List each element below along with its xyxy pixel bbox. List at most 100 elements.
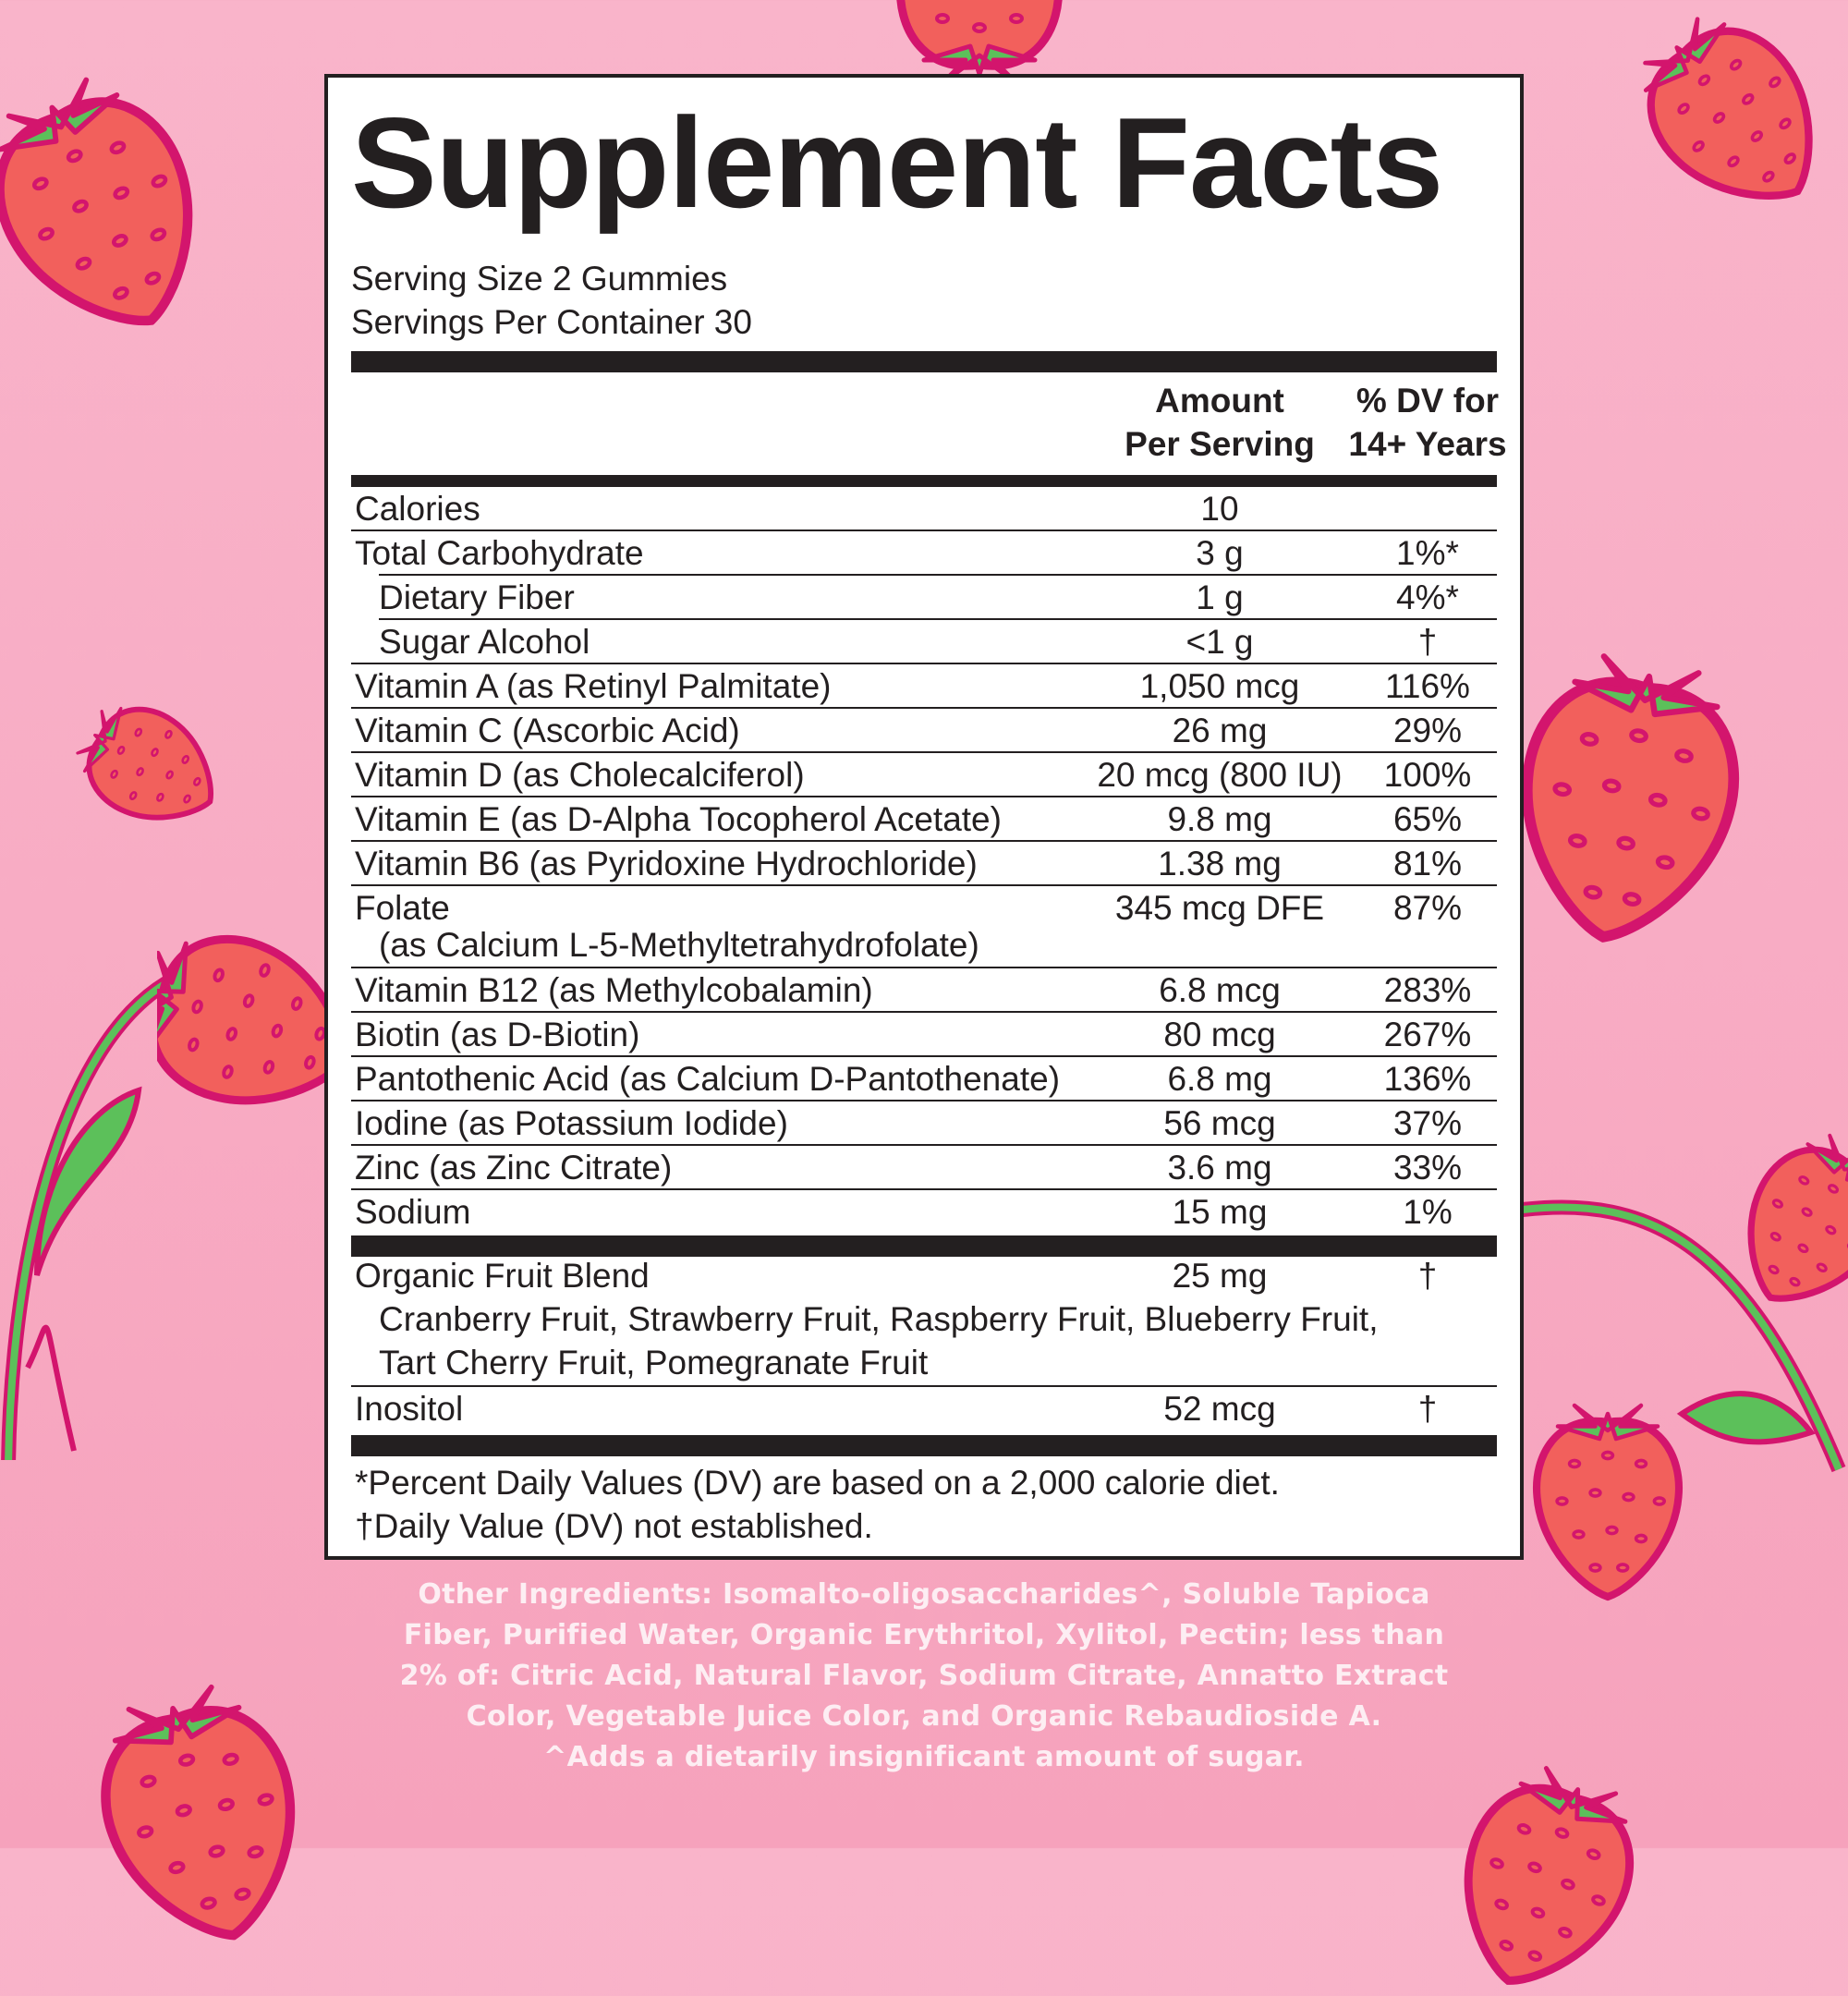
dv-header-line1: % DV for bbox=[1356, 382, 1500, 420]
nutrient-amount: 15 mg bbox=[1172, 1193, 1268, 1231]
nutrient-row: Pantothenic Acid (as Calcium D-Pantothen… bbox=[351, 1057, 1497, 1101]
inositol-name: Inositol bbox=[355, 1390, 464, 1428]
row-divider bbox=[351, 967, 1497, 968]
row-divider bbox=[351, 1144, 1497, 1146]
strawberry-illustration bbox=[1506, 628, 1746, 961]
row-divider bbox=[351, 1188, 1497, 1190]
nutrient-amount: 10 bbox=[1200, 490, 1239, 528]
strawberry-illustration bbox=[1626, 0, 1848, 222]
dv-header-line2: 14+ Years bbox=[1348, 425, 1507, 463]
nutrient-dv: 283% bbox=[1383, 971, 1472, 1009]
servings-per-container: Servings Per Container 30 bbox=[351, 303, 752, 341]
nutrient-row: Calories 10 bbox=[351, 487, 1497, 531]
inositol-row: Inositol 52 mcg † bbox=[351, 1387, 1497, 1431]
row-divider bbox=[351, 1385, 1497, 1387]
nutrient-amount: 3.6 mg bbox=[1167, 1149, 1272, 1187]
nutrient-amount: 20 mcg (800 IU) bbox=[1097, 756, 1343, 794]
other-ingredients-line: Other Ingredients: Isomalto-oligosacchar… bbox=[418, 1578, 1430, 1611]
nutrient-row: Folate 345 mcg DFE 87% (as Calcium L-5-Meth… bbox=[351, 886, 1497, 968]
other-ingredients-line: Fiber, Purified Water, Organic Erythrito… bbox=[403, 1619, 1445, 1651]
nutrient-dv: 136% bbox=[1383, 1060, 1472, 1098]
nutrient-amount: 9.8 mg bbox=[1167, 800, 1272, 838]
nutrient-row: Vitamin B6 (as Pyridoxine Hydrochloride)… bbox=[351, 842, 1497, 886]
nutrient-row: Iodine (as Potassium Iodide) 56 mcg 37% bbox=[351, 1101, 1497, 1146]
thick-divider bbox=[351, 1235, 1497, 1257]
row-divider bbox=[379, 618, 1497, 620]
row-divider bbox=[351, 1011, 1497, 1013]
row-divider bbox=[351, 707, 1497, 709]
nutrient-amount: 1.38 mg bbox=[1158, 845, 1282, 882]
row-divider bbox=[351, 529, 1497, 531]
other-ingredients: Other Ingredients: Isomalto-oligosacchar… bbox=[277, 1575, 1571, 1778]
inositol-dv: † bbox=[1417, 1390, 1438, 1428]
row-divider bbox=[351, 796, 1497, 797]
row-divider bbox=[351, 1055, 1497, 1057]
thick-divider bbox=[351, 351, 1497, 372]
nutrient-dv: 87% bbox=[1392, 889, 1463, 927]
thick-divider bbox=[351, 475, 1497, 487]
nutrient-row: Vitamin B12 (as Methylcobalamin) 6.8 mcg 2… bbox=[351, 968, 1497, 1013]
strawberry-illustration bbox=[859, 0, 1100, 83]
nutrient-dv: 116% bbox=[1385, 667, 1470, 705]
footnote-dv: *Percent Daily Values (DV) are based on … bbox=[355, 1464, 1280, 1502]
row-divider bbox=[351, 1100, 1497, 1101]
strawberry-illustration bbox=[1414, 1756, 1672, 1996]
panel-title: Supplement Facts bbox=[351, 91, 1443, 235]
fruit-blend-row: Organic Fruit Blend 25 mg † Cranberry Fr… bbox=[351, 1254, 1497, 1384]
nutrient-name: Vitamin E (as D-Alpha Tocopherol Acetate… bbox=[355, 800, 1002, 838]
nutrient-row: Sodium 15 mg 1% bbox=[351, 1190, 1497, 1235]
nutrient-amount: 26 mg bbox=[1172, 712, 1268, 749]
nutrient-row: Vitamin C (Ascorbic Acid) 26 mg 29% bbox=[351, 709, 1497, 753]
nutrient-amount: 1 g bbox=[1196, 578, 1244, 616]
row-divider bbox=[351, 751, 1497, 753]
amount-header: Amount Per Serving bbox=[1063, 379, 1377, 466]
fruit-blend-ingredients-2: Tart Cherry Fruit, Pomegranate Fruit bbox=[379, 1344, 929, 1381]
nutrient-name: Total Carbohydrate bbox=[355, 534, 644, 572]
nutrient-name: Iodine (as Potassium Iodide) bbox=[355, 1104, 788, 1142]
nutrient-name: Folate bbox=[355, 889, 450, 927]
other-ingredients-line: ^Adds a dietarily insignificant amount o… bbox=[543, 1741, 1305, 1773]
nutrient-amount: 80 mcg bbox=[1163, 1016, 1276, 1053]
nutrient-dv: 37% bbox=[1392, 1104, 1463, 1142]
nutrient-name: Sodium bbox=[355, 1193, 471, 1231]
nutrient-dv: 29% bbox=[1392, 712, 1463, 749]
nutrient-row: Sugar Alcohol <1 g † bbox=[351, 620, 1497, 664]
nutrient-amount: 6.8 mg bbox=[1167, 1060, 1272, 1098]
other-ingredients-line: 2% of: Citric Acid, Natural Flavor, Sodi… bbox=[399, 1660, 1449, 1692]
nutrient-amount: 6.8 mcg bbox=[1159, 971, 1281, 1009]
nutrient-amount: 345 mcg DFE bbox=[1114, 889, 1325, 927]
nutrient-name: Vitamin B12 (as Methylcobalamin) bbox=[355, 971, 873, 1009]
nutrient-dv: † bbox=[1417, 623, 1438, 661]
strawberry-illustration bbox=[1737, 1109, 1848, 1331]
nutrient-row: Total Carbohydrate 3 g 1%* bbox=[351, 531, 1497, 576]
supplement-facts-panel: Supplement Facts Serving Size 2 Gummies … bbox=[324, 74, 1524, 1560]
row-divider bbox=[351, 840, 1497, 842]
nutrient-dv: 65% bbox=[1392, 800, 1463, 838]
nutrient-amount: 56 mcg bbox=[1163, 1104, 1276, 1142]
nutrient-row: Biotin (as D-Biotin) 80 mcg 267% bbox=[351, 1013, 1497, 1057]
fruit-blend-dv: † bbox=[1417, 1257, 1438, 1295]
nutrient-name: Vitamin C (Ascorbic Acid) bbox=[355, 712, 740, 749]
strawberry-stem-illustration bbox=[1515, 1199, 1846, 1473]
strawberry-illustration bbox=[157, 869, 342, 1164]
other-ingredients-line: Color, Vegetable Juice Color, and Organi… bbox=[466, 1700, 1382, 1733]
nutrient-dv: 100% bbox=[1383, 756, 1472, 794]
nutrient-dv: 1% bbox=[1403, 1193, 1453, 1231]
nutrient-name: Zinc (as Zinc Citrate) bbox=[355, 1149, 673, 1187]
amount-header-line1: Amount bbox=[1155, 382, 1284, 420]
nutrient-name: Vitamin B6 (as Pyridoxine Hydrochloride) bbox=[355, 845, 978, 882]
nutrient-name: Pantothenic Acid (as Calcium D-Pantothen… bbox=[355, 1060, 1061, 1098]
footnote-dagger: †Daily Value (DV) not established. bbox=[355, 1507, 873, 1545]
nutrient-dv: 81% bbox=[1392, 845, 1463, 882]
nutrient-name: Vitamin A (as Retinyl Palmitate) bbox=[355, 667, 832, 705]
amount-header-line2: Per Serving bbox=[1125, 425, 1315, 463]
strawberry-stem-illustration bbox=[1, 963, 197, 1460]
row-divider bbox=[351, 663, 1497, 664]
nutrient-name: Biotin (as D-Biotin) bbox=[355, 1016, 640, 1053]
nutrient-amount: 3 g bbox=[1196, 534, 1244, 572]
row-divider bbox=[379, 574, 1497, 576]
inositol-amount: 52 mcg bbox=[1163, 1390, 1276, 1428]
nutrient-dv: 267% bbox=[1383, 1016, 1472, 1053]
nutrient-name: Calories bbox=[355, 490, 480, 528]
nutrient-name: Sugar Alcohol bbox=[379, 623, 590, 661]
